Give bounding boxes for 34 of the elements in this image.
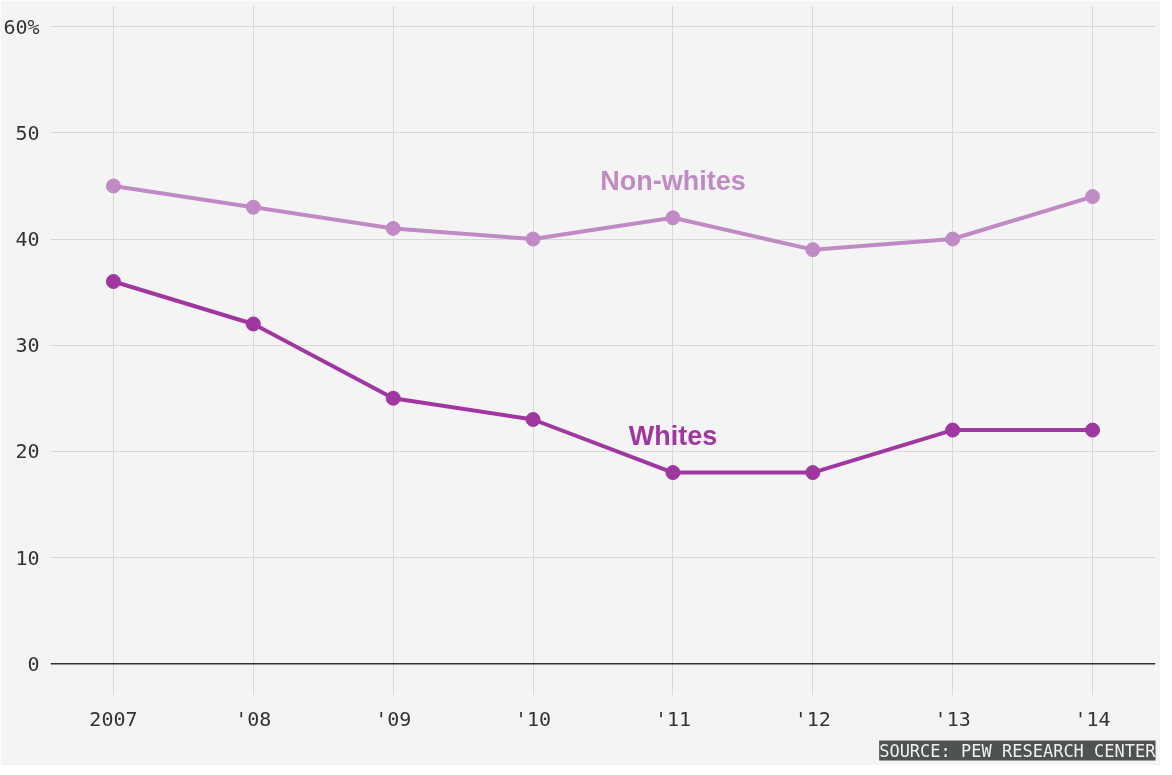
- series-label: Whites: [628, 420, 718, 451]
- point: [105, 274, 121, 289]
- y-tick-label: 10: [15, 545, 40, 570]
- y-tick-label: 50: [15, 120, 40, 145]
- x-tick-label: '14: [1074, 706, 1111, 731]
- point: [945, 231, 961, 247]
- x-tick-label: '13: [934, 706, 971, 731]
- x-tick-label: '09: [375, 706, 412, 731]
- point: [525, 231, 541, 247]
- x-tick-label: '08: [235, 706, 272, 731]
- point: [245, 316, 261, 332]
- x-tick-label: 2007: [89, 706, 138, 731]
- y-tick-label: 60%: [3, 14, 40, 39]
- point: [945, 422, 961, 438]
- y-tick-label: 0: [27, 651, 40, 676]
- point: [105, 178, 121, 194]
- x-tick-label: '12: [794, 706, 831, 731]
- point: [385, 390, 401, 406]
- point: [245, 199, 261, 215]
- y-tick-label: 30: [15, 333, 40, 358]
- point: [665, 465, 681, 481]
- point: [665, 210, 681, 226]
- y-tick-label: 20: [15, 439, 40, 464]
- point: [1085, 189, 1101, 205]
- point: [1085, 422, 1101, 438]
- point: [385, 220, 401, 236]
- point: [805, 242, 821, 258]
- x-tick-label: '11: [654, 706, 691, 731]
- x-tick-label: '10: [515, 706, 552, 731]
- series-label: Non-whites: [600, 165, 746, 196]
- point: [525, 412, 541, 427]
- source-note: SOURCE: PEW RESEARCH CENTER: [879, 740, 1157, 761]
- point: [805, 465, 821, 481]
- y-tick-label: 40: [15, 227, 40, 252]
